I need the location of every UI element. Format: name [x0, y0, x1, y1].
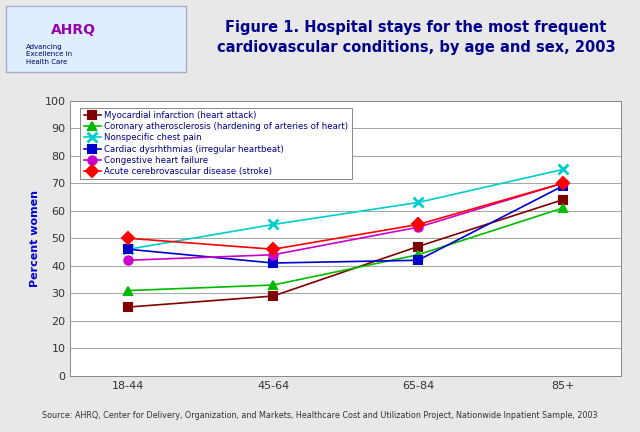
Congestive heart failure [125, 257, 132, 263]
Congestive heart failure [269, 252, 277, 257]
Line: Myocardial infarction (heart attack): Myocardial infarction (heart attack) [124, 196, 567, 311]
Nonspecific chest pain [125, 247, 132, 252]
Line: Cardiac dysrhthmias (irregular heartbeat): Cardiac dysrhthmias (irregular heartbeat… [124, 182, 567, 267]
Line: Congestive heart failure: Congestive heart failure [124, 179, 567, 264]
Line: Acute cerebrovascular disease (stroke): Acute cerebrovascular disease (stroke) [124, 179, 567, 254]
Line: Coronary atherosclerosis (hardening of arteries of heart): Coronary atherosclerosis (hardening of a… [124, 204, 567, 295]
Nonspecific chest pain [414, 200, 422, 205]
Legend: Myocardial infarction (heart attack), Coronary atherosclerosis (hardening of art: Myocardial infarction (heart attack), Co… [80, 108, 352, 179]
Nonspecific chest pain [269, 222, 277, 227]
Acute cerebrovascular disease (stroke) [414, 222, 422, 227]
Myocardial infarction (heart attack) [125, 305, 132, 310]
Myocardial infarction (heart attack) [414, 244, 422, 249]
Acute cerebrovascular disease (stroke) [559, 181, 566, 186]
Text: Advancing
Excellence in
Health Care: Advancing Excellence in Health Care [26, 44, 72, 65]
Line: Nonspecific chest pain: Nonspecific chest pain [124, 165, 568, 254]
Nonspecific chest pain [559, 167, 566, 172]
Myocardial infarction (heart attack) [559, 197, 566, 202]
Cardiac dysrhthmias (irregular heartbeat) [414, 257, 422, 263]
Text: Source: AHRQ, Center for Delivery, Organization, and Markets, Healthcare Cost an: Source: AHRQ, Center for Delivery, Organ… [42, 411, 598, 420]
Cardiac dysrhthmias (irregular heartbeat) [559, 183, 566, 188]
Cardiac dysrhthmias (irregular heartbeat) [269, 260, 277, 266]
Text: AHRQ: AHRQ [51, 22, 96, 37]
Coronary atherosclerosis (hardening of arteries of heart) [125, 288, 132, 293]
Coronary atherosclerosis (hardening of arteries of heart) [414, 252, 422, 257]
Congestive heart failure [559, 181, 566, 186]
Coronary atherosclerosis (hardening of arteries of heart) [559, 205, 566, 210]
FancyBboxPatch shape [6, 6, 186, 72]
Acute cerebrovascular disease (stroke) [125, 236, 132, 241]
Acute cerebrovascular disease (stroke) [269, 247, 277, 252]
Congestive heart failure [414, 225, 422, 230]
Cardiac dysrhthmias (irregular heartbeat) [125, 247, 132, 252]
Coronary atherosclerosis (hardening of arteries of heart) [269, 283, 277, 288]
Myocardial infarction (heart attack) [269, 293, 277, 299]
Y-axis label: Percent women: Percent women [30, 190, 40, 287]
Text: Figure 1. Hospital stays for the most frequent
cardiovascular conditions, by age: Figure 1. Hospital stays for the most fr… [217, 19, 615, 55]
